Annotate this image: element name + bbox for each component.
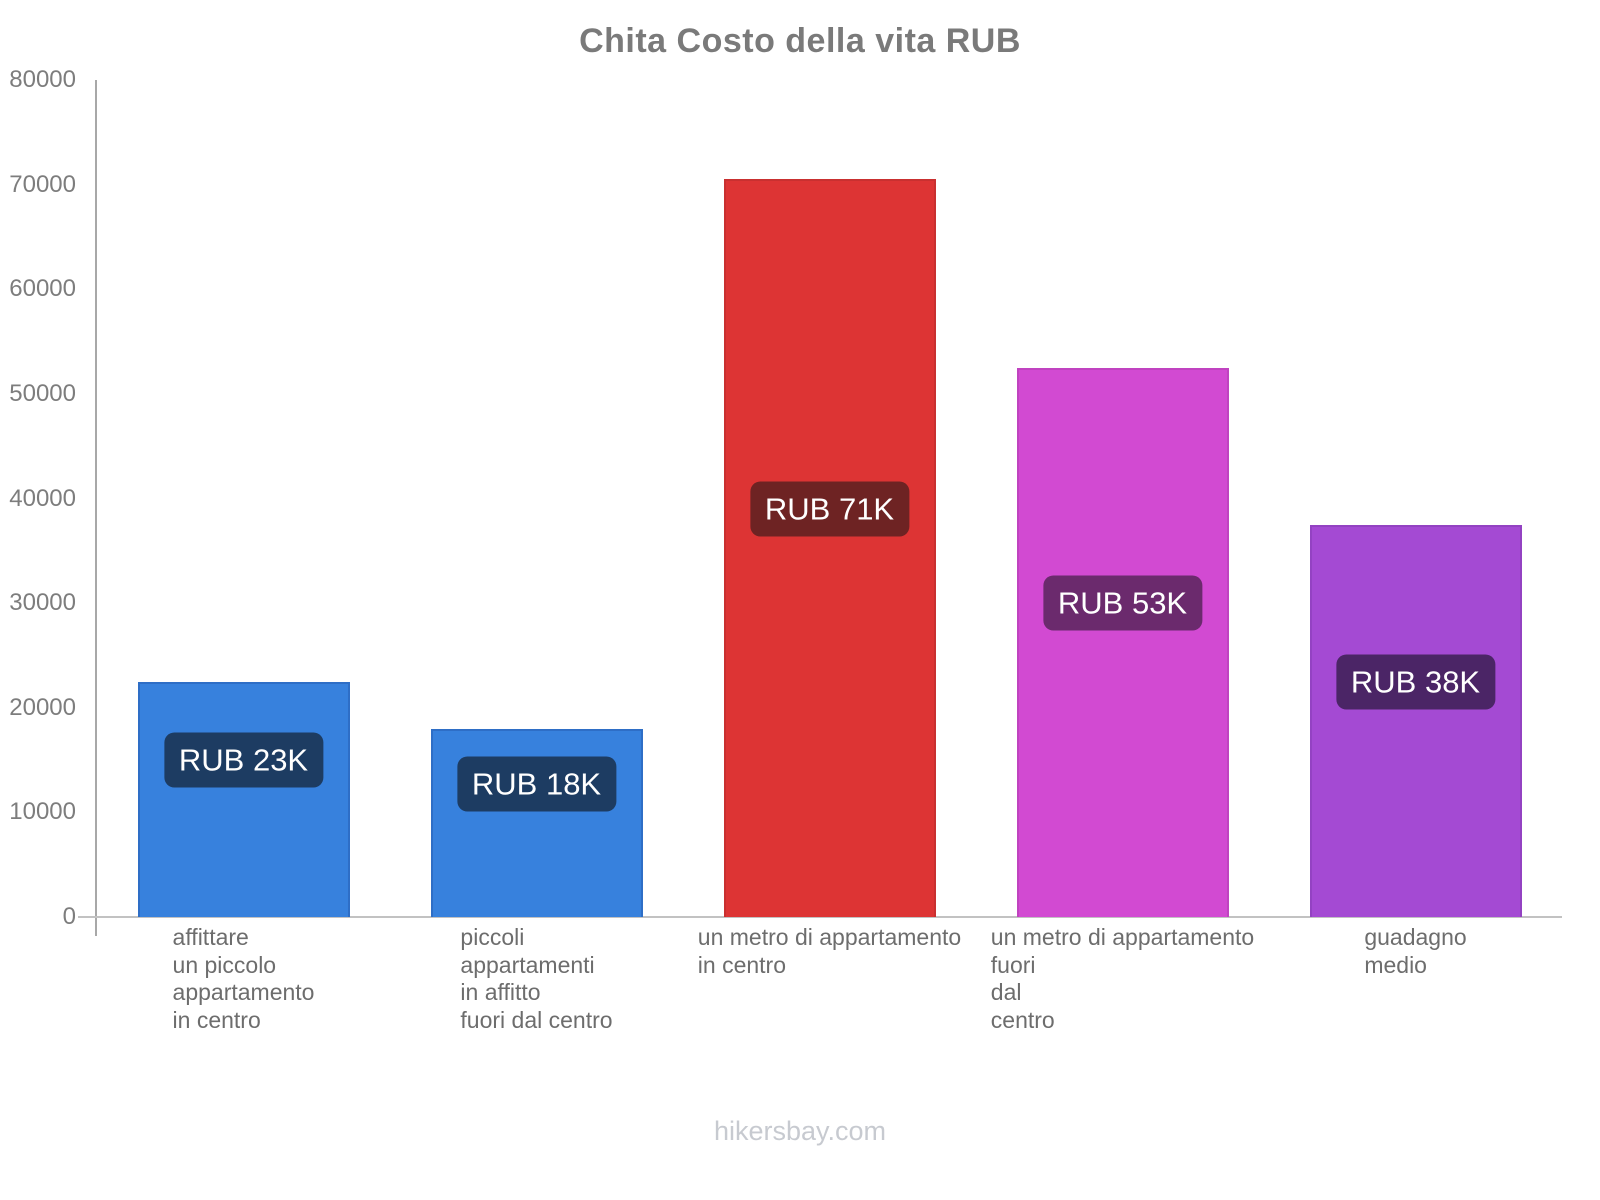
- y-axis-tick-label: 60000: [9, 275, 76, 303]
- bar-3: [723, 179, 936, 917]
- bar-4: [1016, 367, 1229, 917]
- y-axis-tick-label: 0: [62, 903, 76, 930]
- value-badge-3: RUB 71K: [749, 481, 910, 537]
- category-label-text: guadagno medio: [1364, 924, 1467, 978]
- category-label-text: un metro di appartamento fuori dal centr…: [990, 924, 1255, 1033]
- y-axis-tick-label: 70000: [9, 170, 76, 198]
- chart-title: Chita Costo della vita RUB: [579, 22, 1021, 60]
- value-badge-4: RUB 53K: [1042, 575, 1203, 631]
- footer-watermark: hikersbay.com: [713, 1116, 887, 1146]
- y-axis-tick-label: 20000: [9, 693, 76, 721]
- bar-1: [137, 681, 350, 917]
- category-label-2: piccoli appartamenti in affitto fuori da…: [390, 924, 683, 1034]
- y-axis-line: [95, 80, 97, 936]
- y-axis-tick-label: 10000: [9, 798, 76, 826]
- category-label-text: un metro di appartamento in centro: [697, 924, 962, 978]
- y-axis-tick-label: 80000: [9, 66, 76, 93]
- y-axis-tick-label: 50000: [9, 379, 76, 407]
- bar-5: [1309, 524, 1522, 917]
- category-label-1: affittare un piccolo appartamento in cen…: [97, 924, 390, 1034]
- category-label-4: un metro di appartamento fuori dal centr…: [976, 924, 1269, 1034]
- category-label-text: piccoli appartamenti in affitto fuori da…: [460, 924, 613, 1033]
- y-axis-tick-label: 30000: [9, 589, 76, 617]
- value-badge-2: RUB 18K: [456, 756, 617, 812]
- value-badge-1: RUB 23K: [163, 732, 324, 788]
- category-label-5: guadagno medio: [1269, 924, 1562, 979]
- category-label-3: un metro di appartamento in centro: [683, 924, 976, 979]
- x-axis-baseline: [78, 916, 1562, 918]
- y-axis-tick-label: 40000: [9, 484, 76, 512]
- value-badge-5: RUB 38K: [1335, 654, 1496, 710]
- category-label-text: affittare un piccolo appartamento in cen…: [172, 924, 315, 1033]
